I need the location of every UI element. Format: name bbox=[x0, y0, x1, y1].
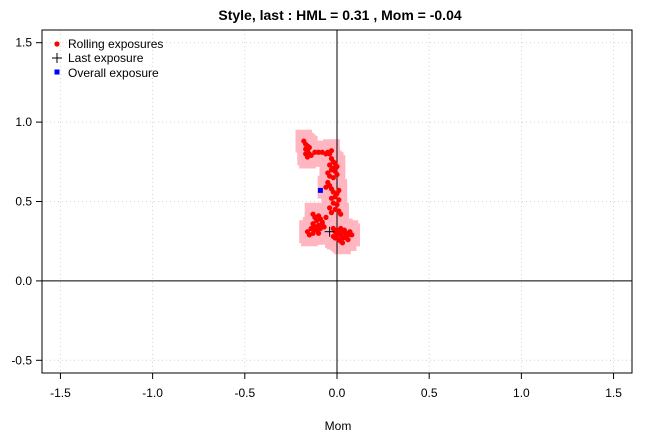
legend-label-rolling: Rolling exposures bbox=[68, 37, 163, 51]
rolling-exposure-point bbox=[328, 195, 335, 201]
legend-marker-overall bbox=[54, 69, 60, 75]
y-tick-label: 0.0 bbox=[15, 274, 32, 288]
rolling-exposure-point bbox=[327, 205, 333, 211]
rolling-exposure-point bbox=[328, 148, 335, 154]
rolling-exposure-point bbox=[338, 211, 344, 217]
x-tick-label: -1.5 bbox=[50, 386, 71, 400]
overall-exposure-point bbox=[317, 187, 323, 193]
legend-label-overall: Overall exposure bbox=[68, 66, 159, 80]
rolling-exposure-point bbox=[336, 197, 342, 203]
rolling-exposure-point bbox=[319, 221, 325, 227]
rolling-exposure-point bbox=[308, 152, 314, 159]
rolling-exposure-point bbox=[334, 163, 340, 170]
x-tick-label: -0.5 bbox=[234, 386, 255, 400]
rolling-exposure-point bbox=[330, 175, 336, 181]
rolling-exposure-point bbox=[306, 144, 312, 151]
rolling-exposure-point bbox=[330, 233, 336, 240]
rolling-exposure-point bbox=[349, 232, 355, 238]
legend-marker-last bbox=[52, 53, 62, 63]
x-tick-label: 0.0 bbox=[329, 386, 346, 400]
rolling-exposure-point bbox=[341, 227, 347, 233]
y-tick-label: 0.5 bbox=[15, 195, 32, 209]
legend: Rolling exposures Last exposure Overall … bbox=[52, 37, 163, 80]
rolling-exposure-point bbox=[323, 151, 329, 157]
x-tick-label: -1.0 bbox=[142, 386, 163, 400]
x-tick-label: 1.5 bbox=[605, 386, 622, 400]
rolling-exposure-point bbox=[315, 149, 322, 155]
rolling-exposure-point bbox=[312, 149, 318, 155]
rolling-exposure-point bbox=[336, 187, 342, 193]
data-points bbox=[301, 138, 355, 246]
y-tick-label: 1.5 bbox=[15, 36, 32, 50]
x-axis-label: Mom bbox=[325, 419, 352, 432]
rolling-exposure-point bbox=[303, 151, 309, 157]
chart-title: Style, last : HML = 0.31 , Mom = -0.04 bbox=[218, 7, 461, 23]
legend-label-last: Last exposure bbox=[68, 51, 144, 65]
y-axis: -0.5 0.0 0.5 1.0 1.5 bbox=[11, 36, 42, 367]
rolling-exposure-point bbox=[334, 202, 340, 208]
last-exposure-point bbox=[324, 226, 335, 237]
rolling-exposure-point bbox=[327, 162, 333, 168]
rolling-exposure-point bbox=[339, 240, 346, 246]
x-tick-label: 0.5 bbox=[421, 386, 438, 400]
rolling-exposure-point bbox=[323, 184, 329, 190]
x-axis: -1.5 -1.0 -0.5 0.0 0.5 1.0 1.5 bbox=[50, 373, 622, 400]
y-tick-label: 1.0 bbox=[15, 115, 32, 129]
x-tick-label: 1.0 bbox=[513, 386, 530, 400]
rolling-exposure-point bbox=[315, 230, 322, 236]
rolling-exposure-point bbox=[312, 227, 318, 233]
rolling-exposure-point bbox=[345, 237, 351, 243]
rolling-exposure-point bbox=[323, 214, 329, 220]
rolling-exposure-point bbox=[328, 210, 335, 216]
y-tick-label: -0.5 bbox=[11, 353, 32, 367]
legend-marker-rolling bbox=[54, 41, 60, 47]
rolling-exposure-point bbox=[334, 171, 340, 178]
